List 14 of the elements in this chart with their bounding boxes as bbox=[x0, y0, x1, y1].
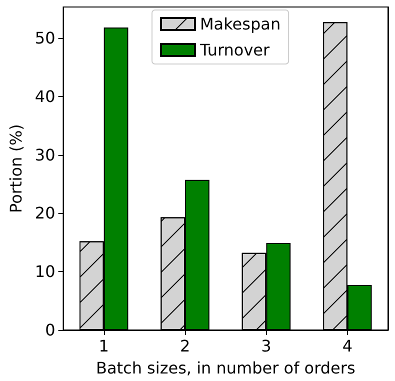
legend-label: Makespan bbox=[200, 14, 281, 34]
y-tick-label: 50 bbox=[34, 28, 56, 48]
x-tick-label: 3 bbox=[261, 336, 272, 356]
x-tick-label: 2 bbox=[180, 336, 190, 356]
x-tick-label: 1 bbox=[98, 336, 109, 356]
y-tick-label: 40 bbox=[34, 86, 56, 106]
y-tick-label: 30 bbox=[34, 145, 56, 164]
y-tick-label: 10 bbox=[34, 262, 56, 282]
x-axis-title: Batch sizes, in number of orders bbox=[96, 358, 356, 378]
y-tick-label: 20 bbox=[34, 204, 56, 223]
x-tick-label: 4 bbox=[342, 336, 352, 356]
legend-label: Turnover bbox=[199, 40, 270, 60]
y-axis-title: Portion (%) bbox=[6, 124, 26, 213]
y-tick-label: 0 bbox=[45, 320, 56, 340]
